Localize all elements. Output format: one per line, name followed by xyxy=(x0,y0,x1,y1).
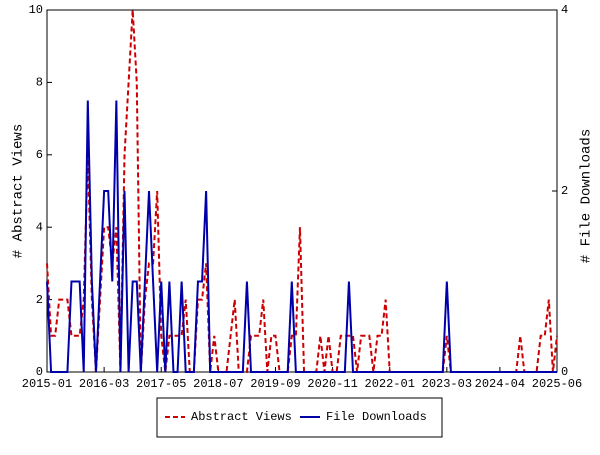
legend-box xyxy=(156,397,443,438)
y-axis-title: # Abstract Views xyxy=(11,124,27,258)
legend-label: Abstract Views xyxy=(191,410,292,424)
y-tick-label: 8 xyxy=(36,76,43,90)
y2-tick-label: 4 xyxy=(561,3,568,17)
y2-axis-title: # File Downloads xyxy=(579,129,595,263)
x-tick-label: 2024-04 xyxy=(475,377,525,391)
y-tick-label: 4 xyxy=(36,220,43,234)
x-tick-label: 2016-03 xyxy=(79,377,129,391)
x-tick-label: 2020-11 xyxy=(307,377,357,391)
x-tick-label: 2019-09 xyxy=(250,377,300,391)
series-line xyxy=(46,9,558,373)
x-tick-label: 2018-07 xyxy=(193,377,243,391)
y2-tick-label: 2 xyxy=(561,184,568,198)
y-tick-label: 0 xyxy=(36,365,43,379)
legend-label: File Downloads xyxy=(326,410,427,424)
y-tick-label: 10 xyxy=(29,3,43,17)
x-tick-label: 2017-05 xyxy=(136,377,186,391)
y2-tick-label: 0 xyxy=(561,365,568,379)
y-tick-label: 2 xyxy=(36,293,43,307)
series-line xyxy=(46,100,557,373)
x-tick-label: 2022-01 xyxy=(365,377,415,391)
x-tick-label: 2015-01 xyxy=(22,377,72,391)
y-tick-label: 6 xyxy=(36,148,43,162)
x-tick-label: 2025-06 xyxy=(532,377,582,391)
x-tick-label: 2023-03 xyxy=(422,377,472,391)
